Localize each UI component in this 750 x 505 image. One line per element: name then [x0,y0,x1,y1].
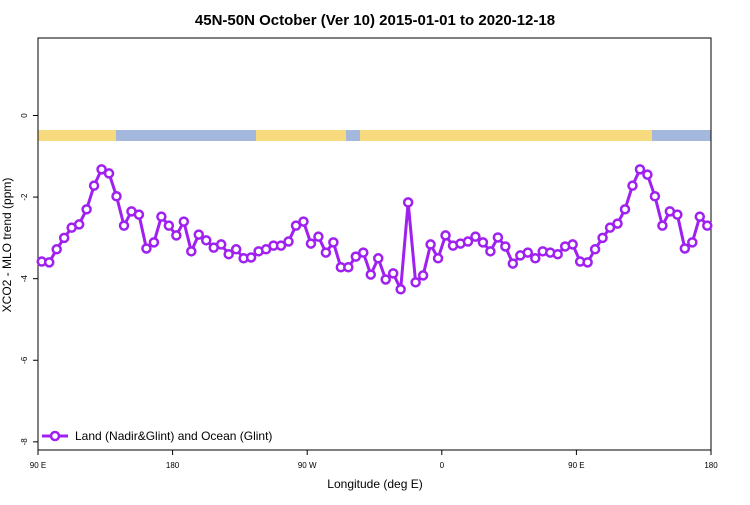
land [256,130,346,141]
y-tick-label: -4 [20,275,29,283]
data-point [171,230,182,241]
data-point [372,253,384,264]
data-point [380,274,391,285]
data-point [148,237,160,248]
data-point [649,191,661,202]
data-point [163,220,175,231]
data-point [193,229,205,240]
data-point [328,237,339,248]
data-point [530,253,541,264]
land-ocean-strip [38,130,711,141]
data-point [485,246,496,257]
y-tick-label: -2 [20,193,29,201]
y-tick-label: -6 [20,356,29,364]
data-point [582,257,593,268]
data-point [245,252,257,263]
data-point [612,218,623,229]
data-point [223,248,234,260]
data-point [410,277,421,288]
data-point [73,219,85,230]
data-point [657,220,668,231]
x-tick-label: 180 [704,461,718,470]
data-point [305,238,317,249]
data-point [597,232,608,244]
y-tick-label: 0 [20,113,29,118]
data-point [507,258,519,269]
data-point [500,241,511,252]
data-point [687,237,698,248]
chart-title: 45N-50N October (Ver 10) 2015-01-01 to 2… [195,12,555,29]
data-point [275,240,287,251]
data-point [462,236,474,247]
data-point [230,244,242,255]
data-point [470,231,481,242]
data-point [417,270,429,281]
data-point [111,191,122,202]
data-point [702,220,713,231]
data-point [96,164,107,175]
legend: Land (Nadir&Glint) and Ocean (Glint) [42,429,272,443]
data-point [343,262,354,273]
x-tick-label: 0 [440,461,445,470]
land [360,130,440,141]
data-point [604,222,616,233]
data-point [350,251,362,262]
data-point [432,253,444,264]
data-point [320,247,332,258]
y-tick-label: -8 [20,438,29,446]
data-point [298,216,309,227]
data-point [313,231,324,242]
data-point [81,204,92,215]
data-point [522,247,534,258]
data-point [201,235,212,246]
data-point [395,284,406,295]
data-point [133,209,145,220]
data-point [118,220,130,231]
data-point [88,180,100,191]
data-point [58,232,70,244]
data-point [290,220,302,231]
data-point [492,232,504,243]
x-axis-label: Longitude (deg E) [327,477,422,491]
land [440,130,652,141]
data-point [425,239,436,250]
x-tick-label: 90 E [568,461,584,470]
legend-marker [49,430,61,442]
data-point [552,248,563,260]
data-point [440,230,451,241]
x-tick-label: 180 [166,461,180,470]
data-point [642,169,653,180]
data-point [589,244,601,255]
data-point [627,180,638,191]
data-point [477,237,489,248]
x-tick-label: 90 W [298,461,317,470]
data-point [619,204,631,215]
data-point [51,244,62,255]
y-axis-label: XCO2 - MLO trend (ppm) [0,178,14,313]
data-point [672,209,683,220]
data-point [156,211,167,222]
data-point [365,269,377,280]
data-point [43,257,55,268]
data-point [358,247,369,258]
data-point [141,243,152,254]
data-point [283,236,294,247]
data-point [387,268,399,279]
data-point [694,211,706,222]
data-point [634,164,646,175]
land [38,130,116,141]
x-tick-label: 90 E [30,461,46,470]
data-point [402,197,414,208]
legend-label: Land (Nadir&Glint) and Ocean (Glint) [75,429,272,443]
data-point [186,246,197,257]
data-point [567,239,578,250]
data-point [178,216,190,227]
plot-frame [37,37,712,451]
data-point [103,168,115,179]
data-point [679,243,691,254]
data-point [215,239,227,250]
